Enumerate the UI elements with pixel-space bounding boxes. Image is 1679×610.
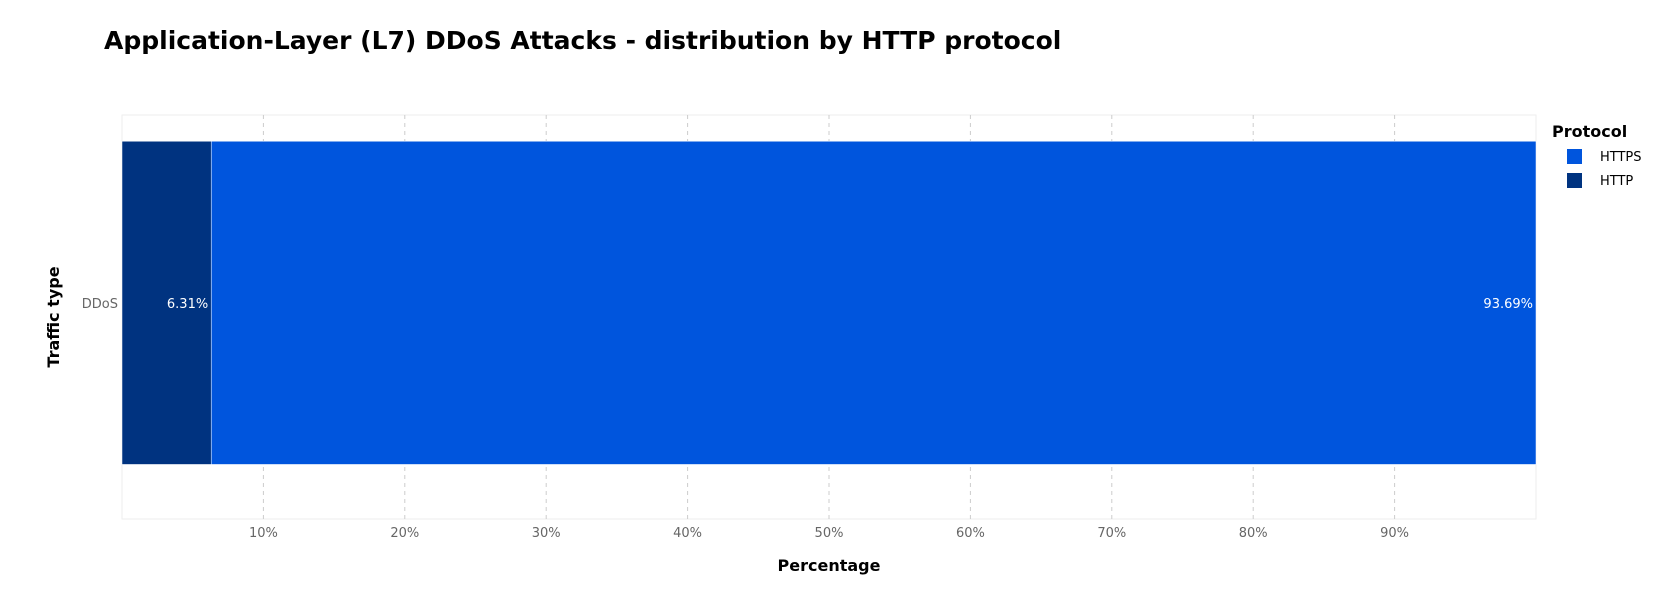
x-tick-label: 90% (1380, 526, 1409, 541)
x-axis-title: Percentage (778, 556, 881, 575)
x-tick-label: 30% (532, 526, 561, 541)
legend-swatch-http (1567, 173, 1582, 188)
legend-swatch-https (1567, 149, 1582, 164)
y-category-label: DDoS (82, 297, 118, 312)
legend-title: Protocol (1552, 122, 1627, 141)
legend-label-https: HTTPS (1600, 150, 1642, 165)
x-tick-label: 80% (1239, 526, 1268, 541)
bar-https (210, 141, 1537, 465)
legend-label-http: HTTP (1600, 174, 1633, 189)
legend-items: HTTPS HTTP (1567, 149, 1642, 189)
y-category-labels: DDoS (82, 297, 118, 312)
x-tick-labels: 10% 20% 30% 40% 50% 60% 70% 80% 90% (249, 526, 1409, 541)
bar-http (121, 141, 212, 465)
x-tick-label: 40% (673, 526, 702, 541)
bar-label-https: 93.69% (1483, 297, 1533, 312)
bar-layer: 6.31% 93.69% (121, 141, 1537, 465)
y-axis-title: Traffic type (44, 266, 63, 367)
x-tick-label: 70% (1097, 526, 1126, 541)
x-tick-label: 20% (390, 526, 419, 541)
x-tick-label: 50% (815, 526, 844, 541)
legend: Protocol HTTPS HTTP (1552, 122, 1642, 189)
bar-label-http: 6.31% (167, 297, 208, 312)
x-tick-label: 60% (956, 526, 985, 541)
chart-title: Application-Layer (L7) DDoS Attacks - di… (104, 26, 1062, 55)
x-tick-label: 10% (249, 526, 278, 541)
